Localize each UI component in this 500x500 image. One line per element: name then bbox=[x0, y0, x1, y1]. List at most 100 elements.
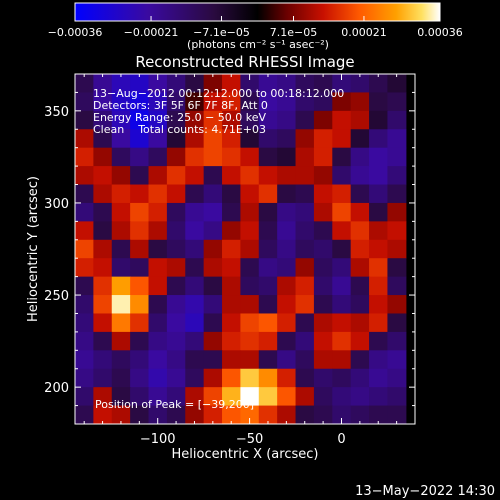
heatmap-cell bbox=[130, 129, 150, 149]
heatmap-cell bbox=[332, 147, 352, 167]
heatmap-cell bbox=[148, 368, 168, 388]
heatmap-cell bbox=[332, 295, 352, 315]
heatmap-cell bbox=[350, 276, 370, 296]
heatmap-cell bbox=[295, 405, 315, 424]
heatmap-cell bbox=[277, 350, 297, 370]
heatmap-cell bbox=[148, 202, 168, 222]
heatmap-cell bbox=[93, 184, 113, 204]
heatmap-cell bbox=[350, 331, 370, 351]
heatmap-cell bbox=[203, 129, 223, 149]
heatmap-cell bbox=[332, 239, 352, 259]
heatmap-cell bbox=[130, 313, 150, 333]
colorbar-gradient bbox=[74, 2, 441, 22]
heatmap-cell bbox=[295, 184, 315, 204]
heatmap-cell bbox=[222, 202, 242, 222]
heatmap-cell bbox=[222, 368, 242, 388]
heatmap-cell bbox=[277, 276, 297, 296]
heatmap-cell bbox=[148, 313, 168, 333]
heatmap-cell bbox=[295, 276, 315, 296]
heatmap-cell bbox=[387, 387, 407, 407]
heatmap-cell bbox=[369, 239, 389, 259]
heatmap-cell bbox=[166, 129, 186, 149]
heatmap-cell bbox=[222, 258, 242, 278]
heatmap-cell bbox=[148, 221, 168, 241]
heatmap-cell bbox=[387, 202, 407, 222]
heatmap-cell bbox=[166, 368, 186, 388]
heatmap-cell bbox=[203, 368, 223, 388]
heatmap-cell bbox=[185, 350, 205, 370]
heatmap-cell bbox=[111, 331, 131, 351]
heatmap-cell bbox=[240, 350, 260, 370]
heatmap-cell bbox=[240, 331, 260, 351]
heatmap-cell bbox=[130, 368, 150, 388]
heatmap-cell bbox=[148, 331, 168, 351]
heatmap-cell bbox=[258, 350, 278, 370]
heatmap-cell bbox=[350, 239, 370, 259]
heatmap-cell bbox=[93, 92, 113, 112]
heatmap-cell bbox=[185, 276, 205, 296]
heatmap-cell bbox=[387, 405, 407, 424]
heatmap-cell bbox=[332, 202, 352, 222]
heatmap-cell bbox=[75, 147, 94, 167]
heatmap-cell bbox=[369, 74, 389, 94]
heatmap-cell bbox=[295, 258, 315, 278]
heatmap-cell bbox=[387, 350, 407, 370]
heatmap-cell bbox=[111, 166, 131, 186]
heatmap-cell bbox=[350, 184, 370, 204]
colorbar-unit-label: (photons cm⁻² s⁻¹ asec⁻²) bbox=[187, 38, 329, 51]
heatmap-cell bbox=[277, 110, 297, 130]
heatmap-cell bbox=[258, 184, 278, 204]
heatmap-cell bbox=[240, 166, 260, 186]
heatmap-cell bbox=[295, 295, 315, 315]
heatmap-cell bbox=[313, 184, 333, 204]
heatmap-cell bbox=[332, 276, 352, 296]
heatmap-cell bbox=[93, 350, 113, 370]
heatmap-cell bbox=[222, 110, 242, 130]
heatmap-cell bbox=[185, 405, 205, 424]
heatmap-cell bbox=[369, 129, 389, 149]
heatmap-cell bbox=[111, 202, 131, 222]
footer-timestamp: 13−May−2022 14:30 bbox=[355, 484, 495, 499]
heatmap-cell bbox=[295, 239, 315, 259]
heatmap-cell bbox=[222, 387, 242, 407]
heatmap-cell bbox=[240, 295, 260, 315]
heatmap-cell bbox=[185, 202, 205, 222]
heatmap-cell bbox=[93, 147, 113, 167]
heatmap-cell bbox=[277, 331, 297, 351]
heatmap-cell bbox=[295, 387, 315, 407]
heatmap-cell bbox=[240, 276, 260, 296]
heatmap-cell bbox=[75, 110, 94, 130]
heatmap-cell bbox=[295, 368, 315, 388]
heatmap-cell bbox=[166, 387, 186, 407]
heatmap-cell bbox=[332, 221, 352, 241]
heatmap-cell bbox=[166, 221, 186, 241]
heatmap-cell bbox=[258, 74, 278, 94]
heatmap-cell bbox=[332, 92, 352, 112]
heatmap-cell bbox=[130, 166, 150, 186]
heatmap-cell bbox=[75, 74, 94, 94]
heatmap-cell bbox=[313, 313, 333, 333]
heatmap-cell bbox=[277, 147, 297, 167]
heatmap-cell bbox=[258, 405, 278, 424]
heatmap-cell bbox=[203, 239, 223, 259]
heatmap-cell bbox=[350, 368, 370, 388]
heatmap-cell bbox=[295, 129, 315, 149]
heatmap-cell bbox=[387, 295, 407, 315]
heatmap-cell bbox=[332, 313, 352, 333]
heatmap-cell bbox=[387, 331, 407, 351]
heatmap-cell bbox=[240, 110, 260, 130]
heatmap-cell bbox=[277, 166, 297, 186]
heatmap-cell bbox=[369, 331, 389, 351]
heatmap-cell bbox=[148, 92, 168, 112]
heatmap-cell bbox=[148, 258, 168, 278]
heatmap-cell bbox=[313, 221, 333, 241]
heatmap-cell bbox=[203, 92, 223, 112]
heatmap-cell bbox=[350, 129, 370, 149]
heatmap-cell bbox=[93, 387, 113, 407]
heatmap-cell bbox=[332, 166, 352, 186]
heatmap-cell bbox=[166, 147, 186, 167]
heatmap-cell bbox=[387, 221, 407, 241]
heatmap-cell bbox=[387, 110, 407, 130]
heatmap-cell bbox=[130, 147, 150, 167]
